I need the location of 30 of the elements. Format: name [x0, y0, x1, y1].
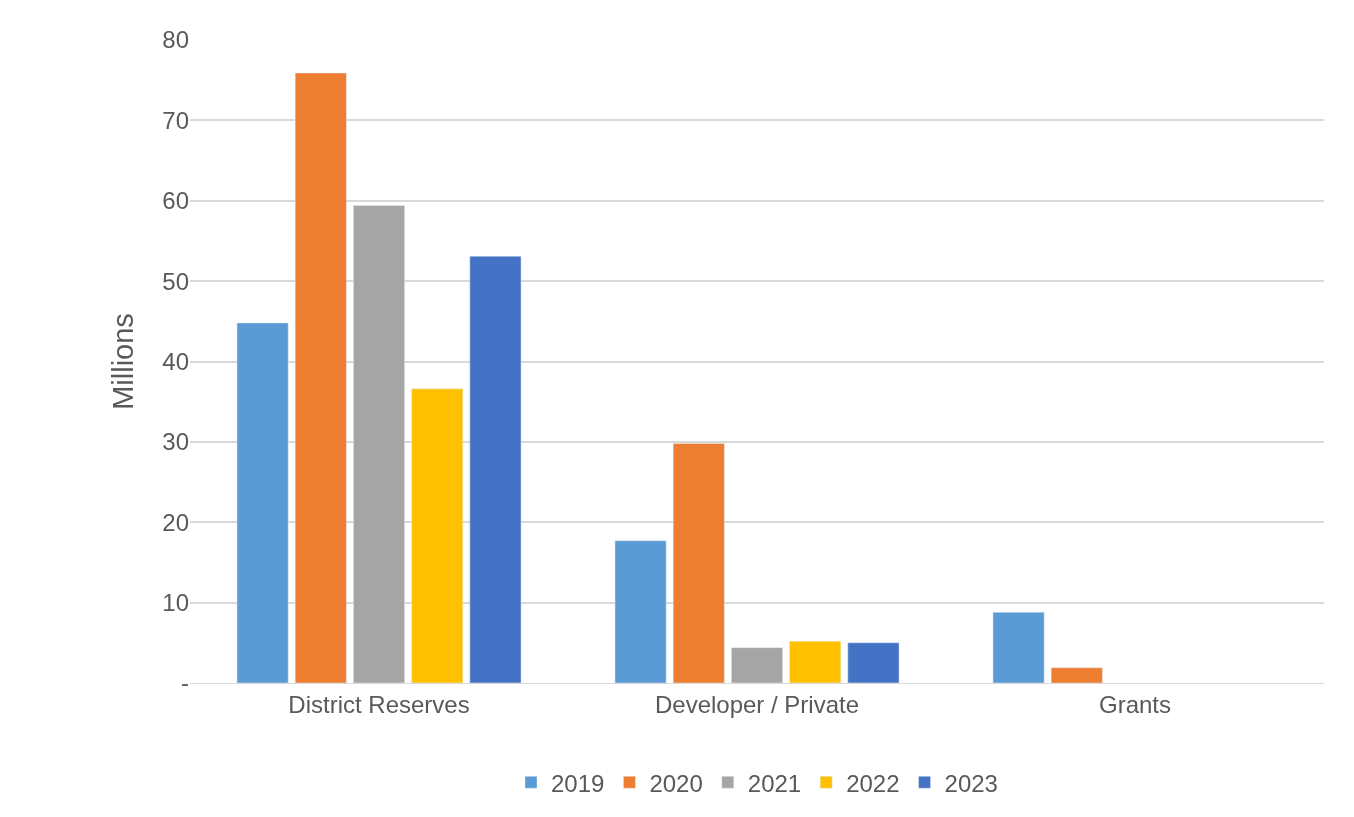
legend-label: 2020: [649, 769, 703, 797]
y-tick-label: 30: [162, 428, 189, 456]
bar: [353, 205, 405, 683]
legend-label: 2023: [944, 769, 998, 797]
x-tick-label: Grants: [1098, 690, 1172, 718]
bar: [469, 255, 522, 683]
bar: [731, 647, 783, 683]
legend-label: 2021: [747, 769, 802, 797]
bar: [411, 388, 464, 683]
y-tick-label: 70: [162, 106, 189, 134]
bar: [789, 640, 842, 683]
bar: [236, 322, 289, 683]
bar: [992, 612, 1045, 683]
legend-label: 2022: [846, 769, 900, 797]
legend-label: 2019: [551, 769, 605, 797]
bar: [294, 72, 347, 683]
y-tick-label: 80: [162, 26, 189, 54]
bar: [1050, 667, 1103, 683]
bar: [672, 443, 725, 683]
bar: [614, 540, 667, 683]
y-tick-label: 60: [162, 187, 189, 215]
x-tick-label: District Reserves: [288, 690, 470, 718]
x-tick-label: Developer / Private: [654, 690, 860, 718]
y-tick-label: 50: [162, 267, 189, 295]
y-tick-label: 40: [162, 347, 189, 375]
bar: [847, 642, 900, 683]
y-tick-label: 10: [162, 589, 189, 617]
y-tick-label: -: [181, 669, 189, 697]
y-axis-title: Millions: [106, 313, 139, 410]
y-tick-label: 20: [162, 508, 189, 536]
